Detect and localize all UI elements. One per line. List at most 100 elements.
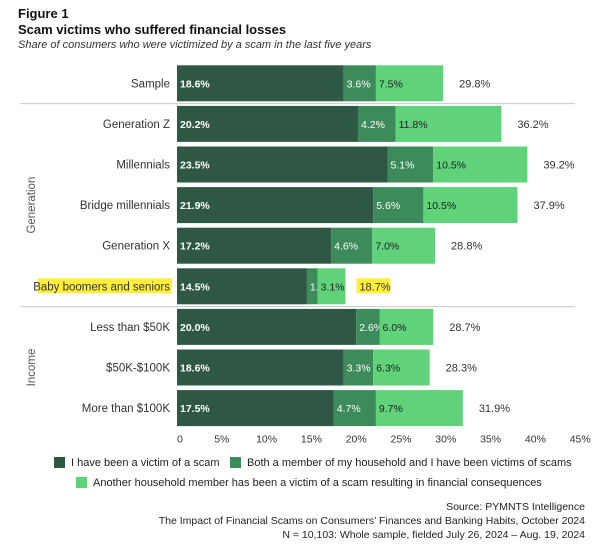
bar-label-generation-x-series-3: 7.0% <box>375 241 399 253</box>
total-label-50k-100k: 28.3% <box>446 363 477 375</box>
legend-swatch-household <box>76 477 87 488</box>
bar-label-millennials-series-2: 5.1% <box>391 160 415 172</box>
bar-more-than-100k-series-3 <box>375 390 463 427</box>
bar-label-less-than-50k-series-2: 2.6% <box>359 322 383 334</box>
bar-bridge-millennials-series-3 <box>423 187 518 224</box>
source-line-3: N = 10,103: Whole sample, fielded July 2… <box>282 529 585 541</box>
bar-generation-x-series-3 <box>372 227 436 264</box>
bar-less-than-50k-series-3 <box>379 308 434 345</box>
bar-label-baby-boomers-and-seniors-series-1: 14.5% <box>180 281 210 293</box>
bar-label-sample-series-1: 18.6% <box>180 78 210 90</box>
x-tick-label-25: 25% <box>390 433 411 445</box>
bar-label-50k-100k-series-3: 6.3% <box>376 363 400 375</box>
bar-label-bridge-millennials-series-1: 21.9% <box>180 200 210 212</box>
total-label-baby-boomers-and-seniors: 18.7% <box>359 281 390 293</box>
bar-millennials-series-1 <box>177 146 388 183</box>
bar-baby-boomers-and-seniors-series-3 <box>317 268 346 305</box>
bar-label-sample-series-2: 3.6% <box>347 78 371 90</box>
group-label-income: Income <box>26 349 38 387</box>
bar-label-more-than-100k-series-1: 17.5% <box>180 403 210 415</box>
bar-sample-series-1 <box>177 65 344 102</box>
bar-label-50k-100k-series-1: 18.6% <box>180 363 210 375</box>
bar-label-sample-series-3: 7.5% <box>379 78 403 90</box>
category-highlight-baby-boomers-and-seniors <box>38 278 172 294</box>
bar-more-than-100k-series-1 <box>177 390 334 427</box>
x-tick-label-40: 40% <box>525 433 546 445</box>
legend-item-household: Another household member has been a vict… <box>76 477 542 489</box>
total-label-generation-x: 28.8% <box>451 241 482 253</box>
category-label-less-than-50k: Less than $50K <box>90 322 170 334</box>
bar-generation-x-series-2 <box>331 227 373 264</box>
bar-sample-series-2 <box>343 65 376 102</box>
bar-generation-z-series-2 <box>357 105 396 142</box>
category-label-more-than-100k: More than $100K <box>82 403 171 415</box>
bar-label-millennials-series-1: 23.5% <box>180 160 210 172</box>
bar-bridge-millennials-series-2 <box>373 187 424 224</box>
x-tick-label-45: 45% <box>570 433 591 445</box>
category-label-bridge-millennials: Bridge millennials <box>80 200 170 212</box>
bar-label-generation-z-series-2: 4.2% <box>361 119 385 131</box>
bar-generation-z-series-1 <box>177 105 358 142</box>
stacked-bar-chart: Sample 18.6% 3.6% 7.5% 29.8% Generation Z 20.2… <box>20 65 591 445</box>
x-tick-label-15: 15% <box>301 433 322 445</box>
total-label-bridge-millennials: 37.9% <box>533 200 564 212</box>
category-label-millennials: Millennials <box>116 160 170 172</box>
bar-label-generation-z-series-1: 20.2% <box>180 119 210 131</box>
bar-label-less-than-50k-series-3: 6.0% <box>382 322 406 334</box>
bar-50k-100k-series-1 <box>177 349 344 386</box>
legend-swatch-both <box>230 457 241 468</box>
category-label-50k-100k: $50K-$100K <box>106 363 170 375</box>
category-label-baby-boomers-and-seniors: Baby boomers and seniors <box>33 281 170 293</box>
legend-label-victim: I have been a victim of a scam <box>71 457 220 469</box>
bar-sample-series-3 <box>375 65 444 102</box>
bar-millennials-series-3 <box>433 146 528 183</box>
bar-more-than-100k-series-2 <box>333 390 376 427</box>
figure-label: Figure 1 <box>18 6 69 21</box>
legend-item-victim: I have been a victim of a scam <box>54 457 220 469</box>
x-tick-label-5: 5% <box>214 433 229 445</box>
total-highlight-baby-boomers-and-seniors <box>356 278 391 294</box>
bar-label-generation-z-series-3: 11.8% <box>399 119 428 131</box>
category-label-generation-x: Generation X <box>102 241 170 253</box>
x-tick-label-10: 10% <box>256 433 277 445</box>
bar-label-bridge-millennials-series-2: 5.6% <box>376 200 400 212</box>
bar-label-generation-x-series-2: 4.6% <box>334 241 358 253</box>
bar-millennials-series-2 <box>387 146 434 183</box>
total-label-millennials: 39.2% <box>543 160 574 172</box>
bar-less-than-50k-series-2 <box>356 308 380 345</box>
category-label-sample: Sample <box>131 78 170 90</box>
group-label-generation: Generation <box>26 177 38 234</box>
legend-label-household: Another household member has been a vict… <box>93 477 542 489</box>
legend-swatch-victim <box>54 457 65 468</box>
source-line-2: The Impact of Financial Scams on Consume… <box>158 515 585 527</box>
x-tick-label-35: 35% <box>480 433 501 445</box>
chart-title: Scam victims who suffered financial loss… <box>18 22 287 37</box>
bar-label-more-than-100k-series-2: 4.7% <box>337 403 361 415</box>
total-label-generation-z: 36.2% <box>517 119 548 131</box>
bar-label-baby-boomers-and-seniors-series-3: 3.1% <box>321 281 345 293</box>
x-tick-label-30: 30% <box>435 433 456 445</box>
legend-item-both: Both a member of my household and I have… <box>230 457 572 469</box>
total-label-less-than-50k: 28.7% <box>449 322 480 334</box>
bar-bridge-millennials-series-1 <box>177 187 374 224</box>
bar-label-generation-x-series-1: 17.2% <box>180 241 210 253</box>
bar-50k-100k-series-2 <box>343 349 374 386</box>
category-label-generation-z: Generation Z <box>103 119 170 131</box>
bar-50k-100k-series-3 <box>373 349 430 386</box>
x-tick-label-20: 20% <box>346 433 367 445</box>
bar-baby-boomers-and-seniors-series-2 <box>306 268 318 305</box>
bar-label-bridge-millennials-series-3: 10.5% <box>426 200 456 212</box>
legend-label-both: Both a member of my household and I have… <box>247 457 572 469</box>
total-label-more-than-100k: 31.9% <box>479 403 510 415</box>
bar-generation-z-series-3 <box>395 105 502 142</box>
source-line-1: Source: PYMNTS Intelligence <box>446 501 585 513</box>
total-label-sample: 29.8% <box>459 78 490 90</box>
x-tick-label-0: 0 <box>177 433 183 445</box>
chart-subtitle: Share of consumers who were victimized b… <box>18 39 372 51</box>
bar-baby-boomers-and-seniors-series-1 <box>177 268 307 305</box>
bar-generation-x-series-1 <box>177 227 332 264</box>
bar-label-more-than-100k-series-3: 9.7% <box>379 403 403 415</box>
bar-less-than-50k-series-1 <box>177 308 357 345</box>
bar-label-50k-100k-series-2: 3.3% <box>347 363 371 375</box>
source-note: Source: PYMNTS Intelligence The Impact o… <box>159 500 585 542</box>
